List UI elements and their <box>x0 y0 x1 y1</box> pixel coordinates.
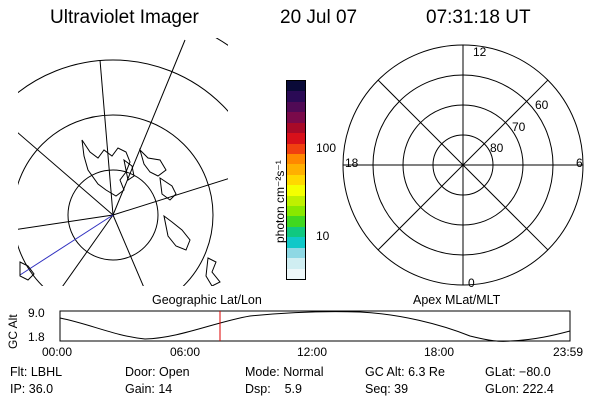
colorbar-segment <box>287 112 305 123</box>
time-label: 07:31:18 UT <box>426 7 531 28</box>
xtick-0000: 00:00 <box>42 345 73 359</box>
coastline <box>123 158 135 181</box>
footer-mode: Mode: Normal <box>245 365 324 379</box>
altitude-ytick-1-8: 1.8 <box>28 330 45 344</box>
colorbar-segment <box>287 216 305 227</box>
colorbar-segment <box>287 101 305 113</box>
mlat-label-60: 60 <box>535 98 549 112</box>
colorbar-unit-label: photon cm⁻²s⁻¹ <box>273 160 287 243</box>
terminator-line <box>19 214 114 276</box>
colorbar-tick-10: 10 <box>316 229 330 243</box>
meridian-line <box>62 214 114 286</box>
xtick-2359: 23:59 <box>553 345 584 359</box>
meridian-line <box>112 39 186 216</box>
xtick-1200: 12:00 <box>297 345 328 359</box>
colorbar-segment <box>287 91 305 102</box>
colorbar-segment <box>287 122 305 134</box>
colorbar-segment <box>287 268 305 280</box>
meridian-line <box>112 178 228 216</box>
right-panel-label: Apex MLat/MLT <box>413 293 501 307</box>
colorbar-segment <box>287 153 305 165</box>
colorbar-segment <box>287 247 305 259</box>
meridian-line <box>112 214 144 286</box>
altitude-curve <box>59 311 571 342</box>
coastline <box>205 257 221 286</box>
colorbar-segment <box>287 133 305 144</box>
date-label: 20 Jul 07 <box>280 7 358 28</box>
footer-ip: IP: 36.0 <box>10 382 54 396</box>
xtick-0600: 06:00 <box>170 345 201 359</box>
altitude-ylabel: GC Alt <box>6 314 20 349</box>
footer-seq: Seq: 39 <box>365 382 409 396</box>
colorbar-segment <box>287 226 305 238</box>
polar-axis <box>377 79 549 251</box>
altitude-plot <box>59 310 571 342</box>
mlt-label-0: 0 <box>468 276 475 290</box>
colorbar-segment <box>287 164 305 175</box>
colorbar-tick-100: 100 <box>316 141 337 155</box>
lat-circle <box>18 59 228 112</box>
coastline <box>159 176 177 201</box>
footer-flt: Flt: LBHL <box>10 365 63 379</box>
colorbar-segment <box>287 237 305 248</box>
mlat-label-70: 70 <box>512 120 526 134</box>
colorbar-segment <box>287 143 305 154</box>
colorbar <box>286 80 306 280</box>
coastline <box>19 261 35 281</box>
meridian-line <box>18 132 114 216</box>
coastline <box>81 139 131 197</box>
footer-door: Door: Open <box>125 365 190 379</box>
polar-grid <box>342 44 584 286</box>
colorbar-segment <box>287 195 305 207</box>
coastline <box>163 214 191 251</box>
footer-glon: GLon: 222.4 <box>485 382 554 396</box>
footer-gain: Gain: 14 <box>125 382 173 396</box>
colorbar-segment <box>287 81 305 92</box>
altitude-frame <box>59 310 571 342</box>
xtick-1800: 18:00 <box>424 345 455 359</box>
instrument-title: Ultraviolet Imager <box>50 7 199 28</box>
footer-glat: GLat: −80.0 <box>485 365 551 379</box>
meridian-line <box>18 214 114 230</box>
colorbar-segment <box>287 258 305 269</box>
mlt-label-6: 6 <box>576 156 583 170</box>
colorbar-segment <box>287 206 305 217</box>
lat-circle <box>18 114 214 286</box>
left-panel-label: Geographic Lat/Lon <box>152 293 262 307</box>
footer-dsp: Dsp: 5.9 <box>245 382 302 396</box>
colorbar-segment <box>287 174 305 186</box>
coastline <box>138 148 167 177</box>
footer-gc-alt: GC Alt: 6.3 Re <box>365 365 445 379</box>
mlat-label-80: 80 <box>490 141 504 155</box>
meridian-line <box>99 59 114 216</box>
colorbar-segment <box>287 185 305 196</box>
lat-circle <box>67 169 159 261</box>
altitude-ytick-9: 9.0 <box>28 306 45 320</box>
mlt-label-18: 18 <box>345 156 359 170</box>
mlt-label-12: 12 <box>473 45 487 59</box>
